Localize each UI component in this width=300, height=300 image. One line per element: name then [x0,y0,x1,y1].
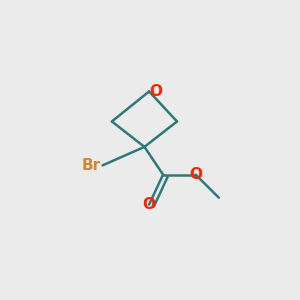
Text: Br: Br [81,158,100,173]
Text: O: O [142,197,156,212]
Text: O: O [150,84,163,99]
Text: O: O [189,167,202,182]
